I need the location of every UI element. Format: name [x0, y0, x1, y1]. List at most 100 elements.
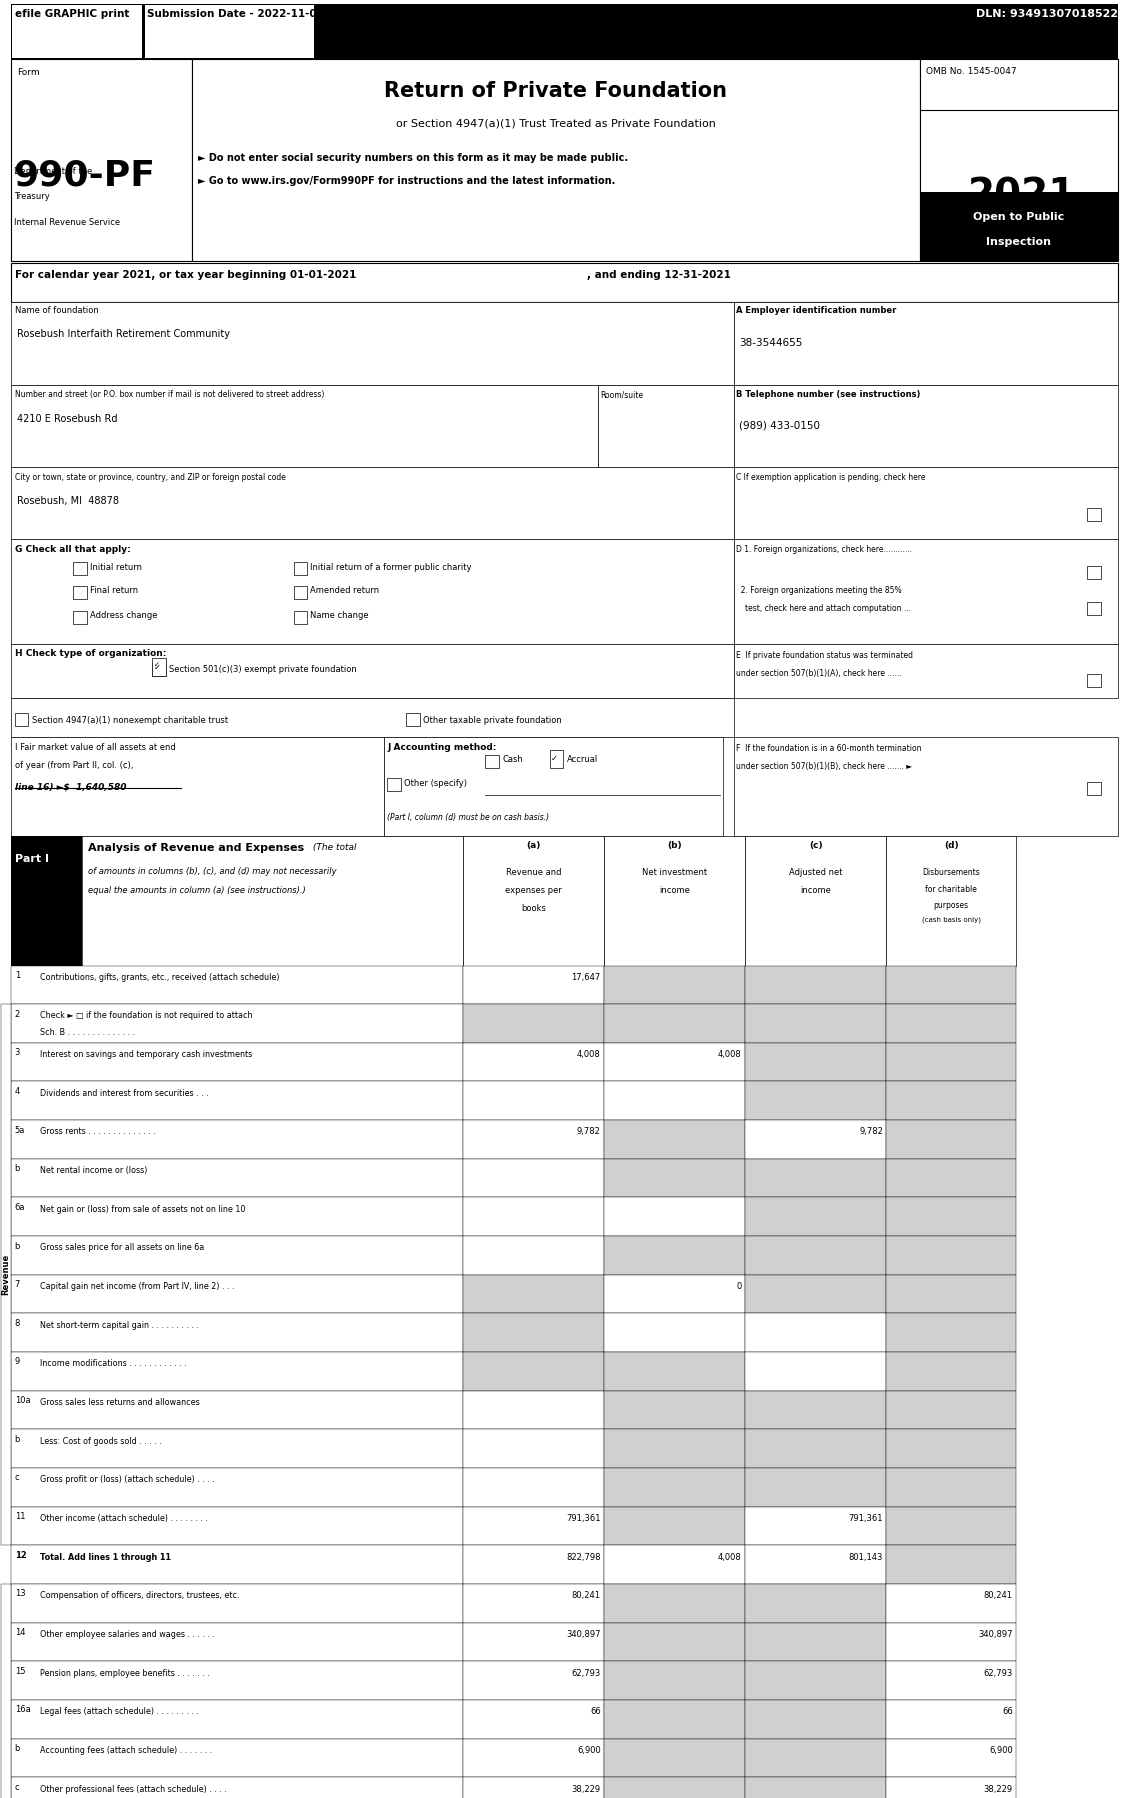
Bar [11, 1120, 463, 1160]
Bar [886, 1624, 1016, 1661]
Text: Amended return: Amended return [310, 586, 379, 595]
Text: of year (from Part II, col. (c),: of year (from Part II, col. (c), [15, 761, 133, 770]
Text: C If exemption application is pending, check here: C If exemption application is pending, c… [736, 473, 926, 482]
Text: income: income [659, 886, 690, 895]
Text: Part I: Part I [15, 854, 49, 865]
Text: Net short-term capital gain . . . . . . . . . .: Net short-term capital gain . . . . . . … [40, 1322, 199, 1331]
Bar [886, 1701, 1016, 1739]
Text: Name change: Name change [310, 611, 369, 620]
Bar [886, 1237, 1016, 1275]
Bar [294, 586, 307, 599]
Text: (Part I, column (d) must be on cash basis.): (Part I, column (d) must be on cash basi… [387, 813, 550, 822]
Bar [1087, 566, 1101, 579]
Bar [73, 563, 87, 575]
Text: 5a: 5a [15, 1126, 25, 1135]
Text: Initial return of a former public charity: Initial return of a former public charit… [310, 563, 472, 572]
Bar [11, 1314, 463, 1352]
Text: 13: 13 [15, 1589, 25, 1598]
Text: 4210 E Rosebush Rd: 4210 E Rosebush Rd [17, 414, 117, 424]
Bar [11, 1469, 463, 1507]
Bar [604, 1082, 745, 1120]
Bar [11, 1507, 463, 1546]
Bar [82, 836, 463, 966]
Text: 9,782: 9,782 [577, 1127, 601, 1136]
Bar [734, 467, 1118, 539]
Text: Other (specify): Other (specify) [404, 779, 467, 788]
Text: Revenue and: Revenue and [506, 868, 561, 877]
Bar [11, 263, 1118, 302]
Text: Department of the: Department of the [14, 167, 91, 176]
Text: (d): (d) [944, 841, 959, 850]
Text: For calendar year 2021, or tax year beginning 01-01-2021: For calendar year 2021, or tax year begi… [15, 270, 356, 280]
Bar [1087, 602, 1101, 615]
Text: 6,900: 6,900 [989, 1746, 1013, 1755]
Bar [604, 966, 745, 1005]
Text: 0: 0 [736, 1282, 742, 1291]
Bar [734, 737, 1118, 836]
Bar [463, 966, 604, 1005]
Bar [604, 1352, 745, 1392]
Bar [745, 1546, 886, 1584]
Bar [886, 966, 1016, 1005]
Text: Gross rents . . . . . . . . . . . . . .: Gross rents . . . . . . . . . . . . . . [40, 1127, 156, 1136]
Text: Accounting fees (attach schedule) . . . . . . .: Accounting fees (attach schedule) . . . … [40, 1746, 212, 1755]
Bar [745, 1624, 886, 1661]
Bar [886, 1005, 1016, 1043]
Text: 62,793: 62,793 [983, 1669, 1013, 1678]
Text: (989) 433-0150: (989) 433-0150 [739, 421, 821, 432]
Text: G Check all that apply:: G Check all that apply: [15, 545, 131, 554]
Text: 791,361: 791,361 [848, 1514, 883, 1523]
Bar [745, 1392, 886, 1429]
Text: 4,008: 4,008 [718, 1553, 742, 1562]
Bar [604, 1778, 745, 1798]
Bar [1087, 782, 1101, 795]
Bar [387, 779, 401, 791]
Text: Gross profit or (loss) (attach schedule) . . . .: Gross profit or (loss) (attach schedule)… [40, 1476, 215, 1485]
Text: Rosebush Interfaith Retirement Community: Rosebush Interfaith Retirement Community [17, 329, 230, 340]
Bar [463, 1546, 604, 1584]
Bar [463, 1392, 604, 1429]
Bar [886, 1507, 1016, 1546]
Text: DLN: 93491307018522: DLN: 93491307018522 [975, 9, 1118, 20]
Bar [11, 1546, 463, 1584]
Bar [11, 59, 192, 261]
Bar [11, 1237, 463, 1275]
Bar [604, 1739, 745, 1778]
Text: 15: 15 [15, 1667, 25, 1676]
Text: B Telephone number (see instructions): B Telephone number (see instructions) [736, 390, 920, 399]
Text: 2: 2 [15, 1010, 20, 1019]
Text: 9,782: 9,782 [859, 1127, 883, 1136]
Bar [745, 1120, 886, 1160]
Text: Treasury: Treasury [14, 192, 50, 201]
Text: of amounts in columns (b), (c), and (d) may not necessarily: of amounts in columns (b), (c), and (d) … [88, 867, 336, 876]
Text: 6a: 6a [15, 1203, 25, 1212]
Text: Capital gain net income (from Part IV, line 2) . . .: Capital gain net income (from Part IV, l… [40, 1282, 234, 1291]
Text: Other professional fees (attach schedule) . . . .: Other professional fees (attach schedule… [40, 1785, 226, 1794]
Text: Gross sales less returns and allowances: Gross sales less returns and allowances [40, 1399, 199, 1408]
Text: 801,143: 801,143 [849, 1553, 883, 1562]
Bar [604, 1237, 745, 1275]
Text: 4,008: 4,008 [577, 1050, 601, 1059]
Bar [463, 1082, 604, 1120]
Text: Pension plans, employee benefits . . . . . . .: Pension plans, employee benefits . . . .… [40, 1669, 209, 1678]
Text: Internal Revenue Service: Internal Revenue Service [14, 218, 120, 227]
Text: Compensation of officers, directors, trustees, etc.: Compensation of officers, directors, tru… [40, 1591, 239, 1600]
Text: 80,241: 80,241 [571, 1591, 601, 1600]
Bar [745, 1778, 886, 1798]
Bar [604, 1160, 745, 1197]
Bar [604, 1043, 745, 1082]
Text: 66: 66 [1001, 1708, 1013, 1717]
Bar [745, 966, 886, 1005]
Text: Analysis of Revenue and Expenses: Analysis of Revenue and Expenses [88, 843, 304, 854]
Bar [463, 1352, 604, 1392]
Text: F  If the foundation is in a 60-month termination: F If the foundation is in a 60-month ter… [736, 744, 921, 753]
Bar [11, 1661, 463, 1701]
Bar [604, 1661, 745, 1701]
Bar [11, 1584, 463, 1624]
Bar [463, 1584, 604, 1624]
Text: c: c [15, 1784, 19, 1793]
Bar [734, 302, 1118, 385]
Bar [886, 1082, 1016, 1120]
Bar [1087, 509, 1101, 521]
Text: ► Go to www.irs.gov/Form990PF for instructions and the latest information.: ► Go to www.irs.gov/Form990PF for instru… [198, 176, 615, 187]
